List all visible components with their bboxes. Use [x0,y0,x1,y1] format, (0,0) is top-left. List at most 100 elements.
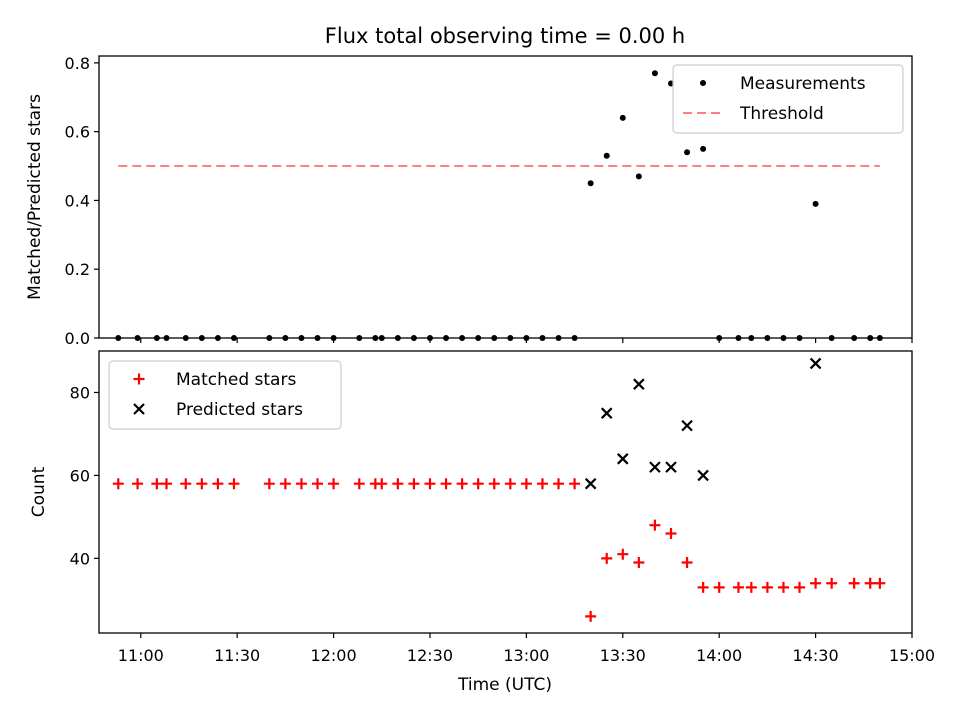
matched-star-point [601,552,613,564]
count-x-axis: 11:00 11:30 12:00 12:30 13:00 13:30 14:00 14:30… [118,633,935,665]
ratio-panel: 0.00.20.40.60.8 Matched/Predicted stars … [25,54,913,348]
ratio-y-axis-label: Matched/Predicted stars [25,94,45,300]
matched-star-point [681,557,693,568]
matched-star-point [392,478,404,490]
count-y-tick-label: 60 [70,466,90,485]
matched-star-point [424,478,436,490]
matched-star-point [761,581,773,593]
legend-label: Matched stars [176,370,296,390]
matched-star-point [864,577,876,589]
predicted-star-point [584,477,597,490]
matched-star-point [160,478,172,490]
ratio-y-axis: 0.0 0.2 0.4 0.6 0.8 [65,54,99,348]
matched-star-point [649,519,661,531]
x-axis-label: Time (UTC) [457,675,552,695]
x-tick-label: 11:00 [118,646,164,665]
count-marks [112,357,886,622]
matched-star-point [633,557,645,568]
x-tick-label: 12:00 [311,646,357,665]
count-y-axis: 40 60 80 [70,383,99,568]
matched-star-point [874,577,886,589]
predicted-star-point [617,453,629,465]
legend-label: Threshold [739,104,824,124]
measurement-point [700,145,707,152]
ratio-y-tick-label: 0.4 [65,191,90,210]
matched-star-point [408,478,420,490]
measurement-point [684,149,691,156]
matched-star-point [732,581,744,593]
matched-star-point [794,581,806,593]
matched-star-point [472,478,484,490]
matched-star-point [569,478,581,490]
matched-star-point [504,478,516,490]
legend-label: Predicted stars [176,400,303,420]
ratio-panel-frame [98,55,913,339]
predicted-star-point [633,378,645,390]
ratio-y-tick-label: 0.6 [65,123,90,142]
matched-star-point [848,577,860,589]
x-tick-label: 14:30 [793,646,839,665]
matched-star-point [279,478,291,490]
x-tick-label: 13:30 [600,646,646,665]
legend-marker [133,373,145,385]
matched-star-point [745,581,757,593]
matched-star-point [777,581,789,593]
x-tick-label: 15:00 [889,646,935,665]
measurement-point [812,200,819,207]
measurement-point [635,173,642,180]
matched-star-point [376,478,388,490]
predicted-star-point [649,461,661,473]
matched-star-point [713,581,725,593]
chart-title: Flux total observing time = 0.00 h [325,24,685,48]
legend-marker [700,80,706,86]
legend-box [108,360,342,430]
matched-star-point [456,478,468,490]
ratio-y-tick-label: 0.0 [65,329,90,348]
matched-star-point [488,478,500,490]
matched-star-point [212,478,224,490]
predicted-star-point [600,407,613,419]
matched-star-point [617,548,629,560]
matched-star-point [295,478,307,490]
count-panel-frame [98,350,913,634]
measurement-point [619,114,626,121]
legend-box [672,64,904,134]
matched-star-point [112,478,124,490]
ratio-y-tick-label: 0.8 [65,54,90,73]
matched-star-point [151,478,163,490]
matched-star-point [810,577,822,589]
matched-star-point [665,527,677,539]
predicted-star-point [697,469,709,482]
count-legend: Matched stars Predicted stars [108,360,342,430]
measurement-point [651,70,658,77]
matched-star-point [440,478,452,490]
matched-star-point [553,478,565,490]
count-y-axis-label: Count [29,466,49,517]
matched-star-point [263,478,275,490]
count-y-tick-label: 80 [70,383,90,402]
ratio-x-ticks [140,338,913,343]
matched-star-point [536,478,548,490]
x-tick-label: 13:00 [503,646,549,665]
measurement-point [587,180,594,187]
x-tick-label: 14:00 [696,646,742,665]
matched-star-point [353,478,365,490]
x-tick-label: 11:30 [214,646,260,665]
predicted-star-point [809,357,822,370]
measurement-point [603,152,610,159]
predicted-star-point [681,419,693,432]
matched-star-point [196,478,208,490]
legend-marker [133,403,145,415]
matched-star-point [228,478,240,490]
matched-star-point [132,478,144,490]
matched-star-point [520,478,532,490]
matched-star-point [585,610,597,622]
matched-star-point [328,478,340,490]
matched-star-point [697,581,709,593]
count-panel: 40 60 80 11:00 11:30 12:00 12:30 13:00 13:30 14:… [29,350,935,695]
matched-star-point [180,478,192,490]
count-y-tick-label: 40 [70,549,90,568]
matched-star-point [312,478,324,490]
legend-label: Measurements [740,74,866,94]
matched-star-point [826,577,838,589]
